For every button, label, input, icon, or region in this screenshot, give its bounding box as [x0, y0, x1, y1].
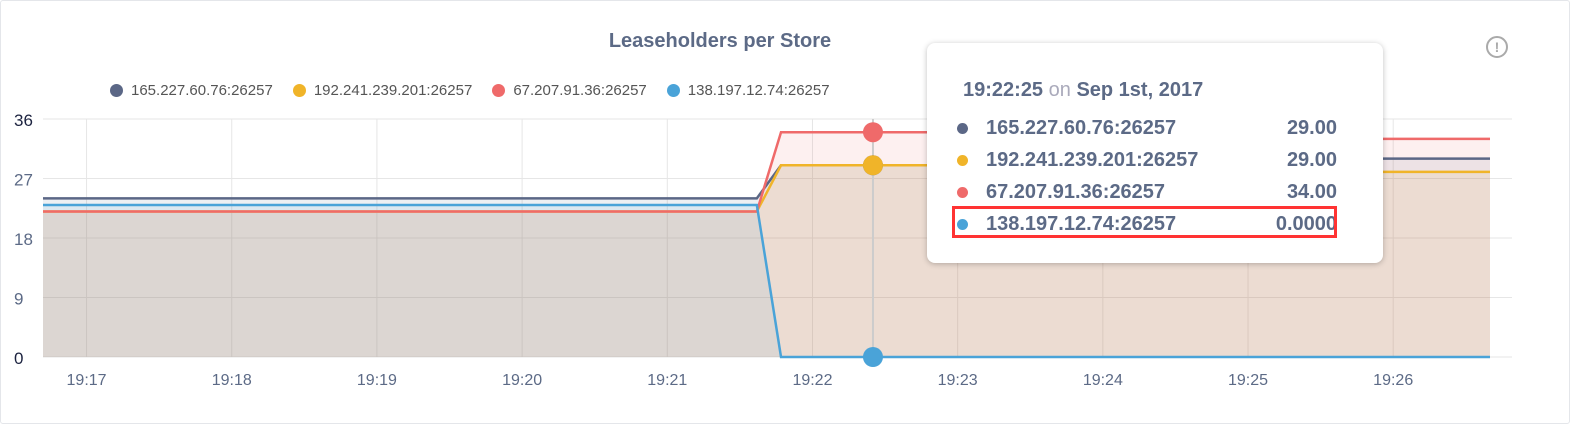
legend-label: 138.197.12.74:26257 — [687, 82, 830, 99]
tooltip-dot — [957, 154, 968, 166]
hover-point — [862, 347, 883, 367]
legend-item[interactable]: 192.241.239.201:26257 — [292, 82, 473, 99]
x-tick-label: 19:22 — [792, 372, 832, 389]
tooltip-row-name: 165.227.60.76:26257 — [986, 116, 1177, 139]
x-tick-label: 19:24 — [1083, 372, 1123, 389]
y-tick-label: 18 — [14, 230, 33, 249]
legend-dot — [666, 84, 680, 97]
legend-item[interactable]: 165.227.60.76:26257 — [110, 82, 273, 99]
hover-point — [862, 122, 883, 143]
legend-item[interactable]: 67.207.91.36:26257 — [492, 82, 647, 99]
y-tick-label: 0 — [14, 349, 23, 368]
x-tick-label: 19:20 — [502, 372, 542, 389]
tooltip-date: Sep 1st, 2017 — [1076, 79, 1204, 101]
tooltip-row-name: 192.241.239.201:26257 — [986, 148, 1199, 171]
tooltip-dot — [957, 186, 968, 198]
tooltip-row-name: 67.207.91.36:26257 — [986, 180, 1166, 203]
legend-label: 192.241.239.201:26257 — [313, 82, 473, 99]
hover-point — [862, 155, 883, 176]
info-circle-icon[interactable]: ! — [1486, 36, 1508, 58]
y-tick-label: 9 — [14, 290, 23, 309]
series-area — [43, 204, 1490, 357]
tooltip: 19:22:25 on Sep 1st, 2017 165.227.60.76:… — [927, 43, 1383, 263]
series-line — [43, 203, 1490, 359]
tooltip-row: 192.241.239.201:26257 29.00 — [957, 145, 1337, 175]
legend-item[interactable]: 138.197.12.74:26257 — [666, 82, 830, 99]
tooltip-dot — [957, 218, 968, 230]
tooltip-row: 138.197.12.74:26257 0.0000 — [957, 209, 1337, 239]
tooltip-on: on — [1048, 79, 1071, 101]
tooltip-header: 19:22:25 on Sep 1st, 2017 — [963, 79, 1203, 102]
x-tick-label: 19:18 — [212, 372, 252, 389]
y-tick-label: 36 — [14, 111, 33, 130]
x-tick-label: 19:17 — [67, 372, 107, 389]
x-tick-label: 19:25 — [1228, 372, 1268, 389]
tooltip-row: 165.227.60.76:26257 29.00 — [957, 113, 1337, 143]
x-tick-label: 19:26 — [1373, 372, 1413, 389]
x-tick-label: 19:23 — [938, 372, 978, 389]
legend-label: 165.227.60.76:26257 — [131, 82, 273, 99]
legend-dot — [492, 84, 506, 97]
tooltip-row-value: 0.0000 — [1275, 212, 1337, 235]
legend-dot — [110, 84, 123, 97]
legend-dot — [292, 84, 306, 97]
tooltip-row: 67.207.91.36:26257 34.00 — [957, 177, 1337, 207]
y-tick-label: 27 — [14, 171, 33, 190]
tooltip-time: 19:22:25 — [963, 79, 1044, 101]
legend: 165.227.60.76:26257 192.241.239.201:26257… — [110, 82, 830, 99]
chart-title: Leaseholders per Store — [608, 30, 832, 52]
tooltip-dot — [957, 122, 968, 134]
tooltip-row-value: 34.00 — [1286, 180, 1337, 203]
tooltip-row-value: 29.00 — [1286, 148, 1337, 171]
highlight-box — [952, 206, 1337, 238]
x-tick-label: 19:21 — [647, 372, 687, 389]
tooltip-row-value: 29.00 — [1286, 116, 1337, 139]
legend-label: 67.207.91.36:26257 — [513, 82, 647, 99]
x-tick-label: 19:19 — [357, 372, 397, 389]
tooltip-row-name: 138.197.12.74:26257 — [986, 212, 1177, 235]
